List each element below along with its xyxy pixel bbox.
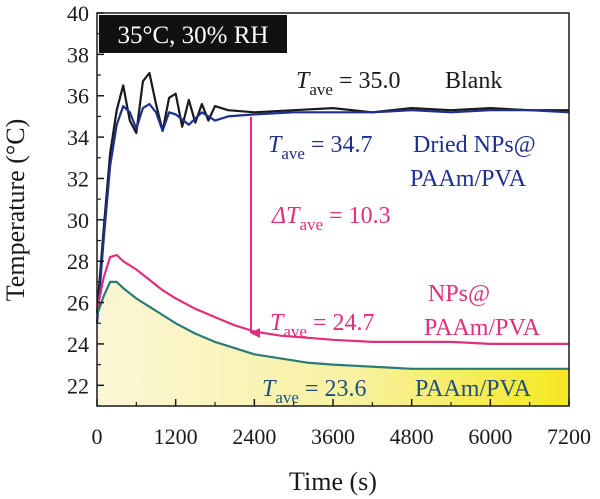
y-ticks: 22 24 26 28 30 32 34 36 38 40	[67, 1, 104, 407]
x-axis-label: Time (s)	[289, 467, 377, 496]
y-tick-label: 40	[67, 1, 89, 26]
annotation-dried-label2: PAAm/PVA	[410, 166, 527, 192]
y-tick-label: 24	[67, 332, 89, 357]
series-layer	[95, 71, 570, 370]
annotation-nps-label2: PAAm/PVA	[424, 315, 541, 341]
annotation-blank-value: = 35.0	[333, 68, 401, 94]
annotation-dried: Tave = 34.7 Dried NPs@ PAAm/PVA	[268, 132, 536, 192]
annotation-dried-value: = 34.7	[305, 132, 373, 158]
annotation-paam-label: PAAm/PVA	[415, 376, 532, 402]
y-tick-label: 26	[67, 291, 89, 316]
annotation-delta: ΔTave = 10.3	[271, 203, 391, 234]
annotation-dried-sub: ave	[281, 144, 305, 163]
series-line-paam-pva	[95, 280, 569, 370]
x-tick-label: 1200	[154, 424, 198, 449]
y-tick-label: 30	[67, 208, 89, 233]
x-ticks: 0 1200 2400 3600 4800 6000 7200	[92, 399, 591, 449]
annotation-dried-label: Dried NPs@	[413, 132, 536, 158]
annotation-paam-value: = 23.6	[299, 376, 367, 402]
annotation-paam: Tave = 23.6 PAAm/PVA	[262, 376, 532, 407]
annotation-paam-sub: ave	[275, 388, 299, 407]
x-tick-label: 6000	[468, 424, 512, 449]
condition-box-bg	[99, 15, 287, 53]
series-line-blank	[95, 71, 569, 313]
condition-box: 35°C, 30% RH	[99, 15, 287, 53]
y-tick-label: 34	[67, 125, 89, 150]
svg-text:Tave = 35.0: Tave = 35.0	[296, 68, 401, 99]
x-tick-label: 7200	[547, 424, 591, 449]
annotation-blank: Tave = 35.0 Blank	[296, 68, 502, 99]
annotation-blank-prefix: T	[296, 68, 311, 94]
condition-label: 35°C, 30% RH	[118, 22, 269, 49]
annotation-delta-prefix: ΔT	[271, 203, 301, 229]
x-tick-label: 0	[92, 424, 103, 449]
y-tick-label: 32	[67, 166, 89, 191]
annotation-dried-prefix: T	[268, 132, 283, 158]
x-tick-label: 4800	[390, 424, 434, 449]
annotation-delta-sub: ave	[299, 215, 323, 234]
annotation-nps: NPs@ Tave = 24.7 PAAm/PVA	[270, 281, 541, 341]
y-axis-label: Temperature (°C)	[1, 119, 30, 302]
svg-text:Tave = 34.7: Tave = 34.7	[268, 132, 373, 163]
annotation-nps-label: NPs@	[428, 281, 490, 307]
annotation-blank-sub: ave	[309, 80, 333, 99]
svg-text:Tave = 24.7: Tave = 24.7	[270, 310, 375, 341]
series-line-dried-nps-paam-pva	[95, 102, 570, 324]
annotation-blank-label: Blank	[445, 68, 502, 94]
y-tick-label: 36	[67, 84, 89, 109]
svg-text:ΔTave = 10.3: ΔTave = 10.3	[271, 203, 391, 234]
x-tick-label: 2400	[232, 424, 276, 449]
y-tick-label: 22	[67, 373, 89, 398]
x-tick-label: 3600	[311, 424, 355, 449]
annotation-delta-value: = 10.3	[323, 203, 391, 229]
annotation-nps-sub: ave	[283, 322, 307, 341]
annotation-nps-value: = 24.7	[307, 310, 375, 336]
y-tick-label: 28	[67, 249, 89, 274]
annotation-paam-prefix: T	[262, 376, 277, 402]
svg-text:Tave = 23.6: Tave = 23.6	[262, 376, 367, 407]
y-tick-label: 38	[67, 42, 89, 67]
paam-pva-fill-area	[97, 281, 569, 406]
series-line-nps-paam-pva	[95, 253, 569, 345]
annotation-nps-prefix: T	[270, 310, 285, 336]
